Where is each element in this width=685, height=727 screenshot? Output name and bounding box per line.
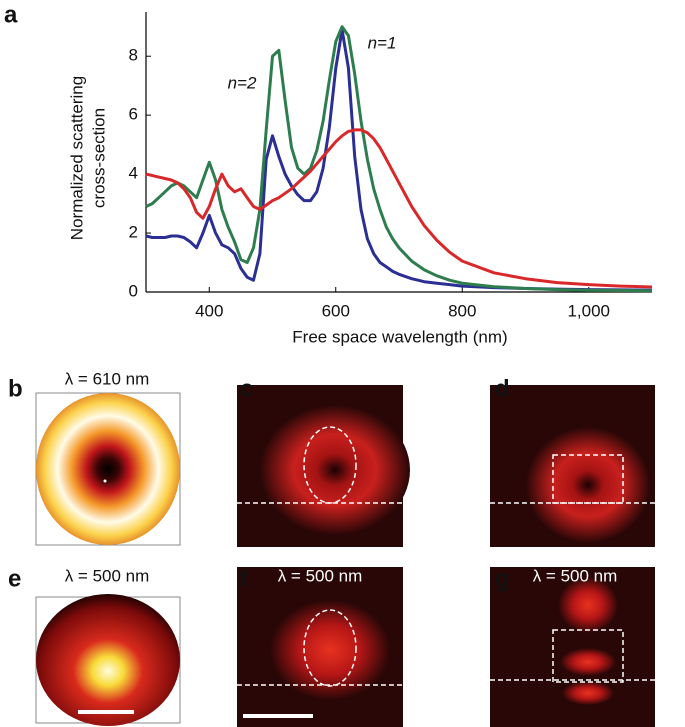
panel-title: λ = 500 nm (533, 566, 618, 585)
field-map (260, 405, 410, 535)
dot (103, 479, 107, 483)
series-line (145, 28, 653, 292)
outline (303, 609, 357, 687)
panel-letter: d (495, 375, 510, 402)
series-line (145, 25, 653, 293)
field-map (560, 648, 616, 676)
panel-letter: a (4, 1, 18, 28)
field-map (558, 577, 618, 633)
y-axis-label: Normalized scattering (67, 76, 86, 240)
field-map (270, 600, 390, 700)
field-map (526, 427, 650, 543)
y-tick-label: 4 (129, 164, 138, 183)
y-tick-label: 0 (129, 281, 138, 300)
panel-letter: g (495, 565, 510, 592)
panel-letter: e (8, 565, 21, 592)
field-map (36, 393, 180, 545)
panel-title: λ = 500 nm (278, 566, 363, 585)
y-tick-label: 8 (129, 46, 138, 65)
x-tick-label: 400 (195, 301, 223, 320)
y-axis-label: cross-section (89, 108, 108, 208)
x-tick-label: 600 (322, 301, 350, 320)
series-line (145, 128, 653, 289)
x-tick-label: 1,000 (567, 301, 610, 320)
x-axis-label: Free space wavelength (nm) (292, 327, 507, 346)
field-map (562, 681, 614, 705)
y-tick-label: 6 (129, 105, 138, 124)
field-map (36, 594, 180, 726)
panel-letter: c (240, 375, 253, 402)
annotation: n=2 (228, 73, 257, 92)
outline (552, 629, 624, 683)
panel-title: λ = 610 nm (278, 369, 363, 388)
y-tick-label: 2 (129, 223, 138, 242)
panel-letter: f (240, 565, 249, 592)
panel-title: λ = 610 nm (65, 369, 150, 388)
panel-title: λ = 500 nm (65, 566, 150, 585)
panel-letter: b (8, 375, 23, 402)
annotation: n=1 (368, 33, 397, 52)
panel-title: λ = 630 nm (533, 369, 618, 388)
x-tick-label: 800 (448, 301, 476, 320)
